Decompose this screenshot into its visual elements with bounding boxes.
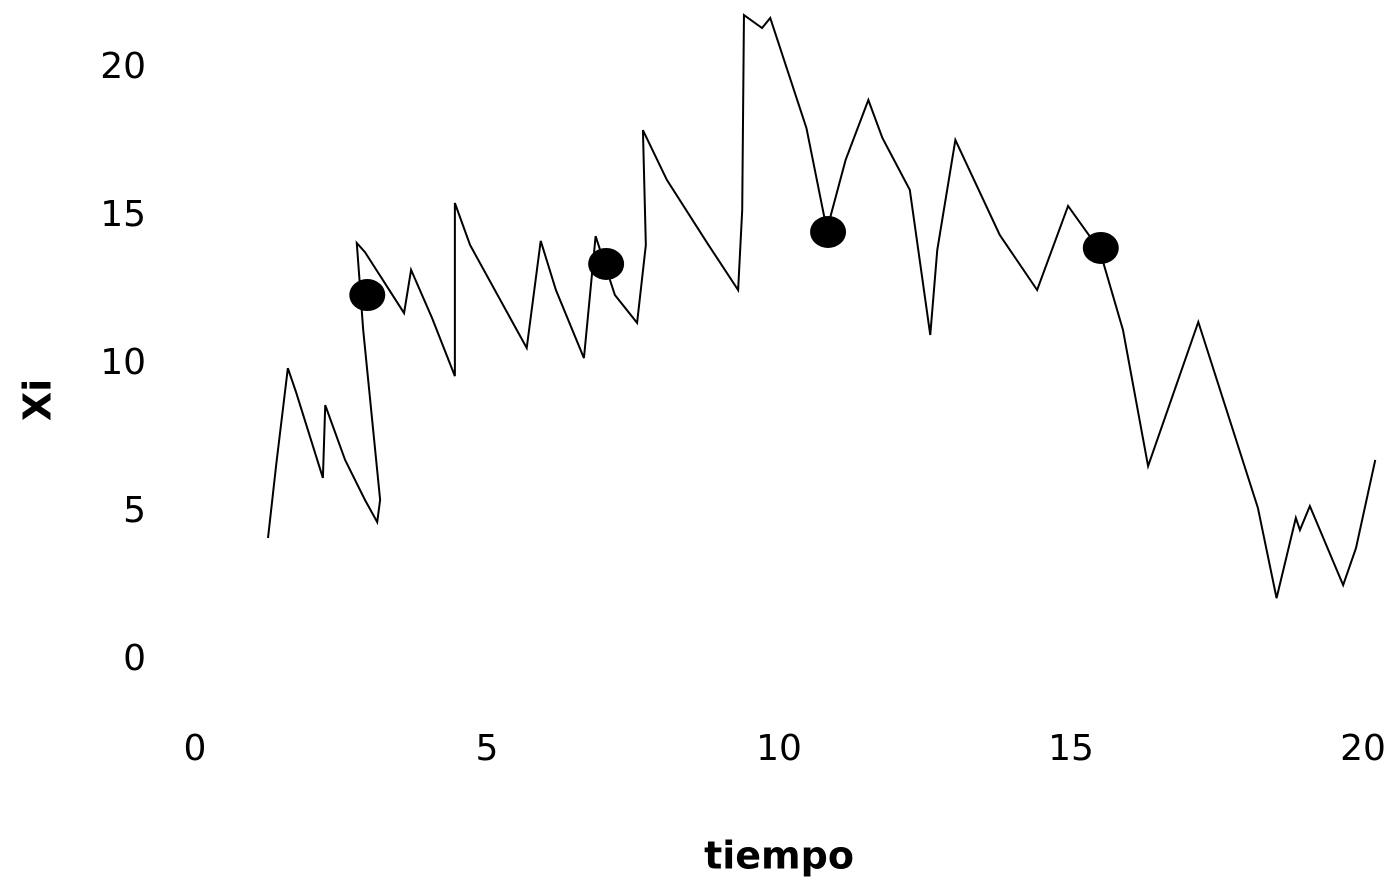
- line: [267, 13, 1377, 599]
- point: [588, 247, 625, 280]
- y-tick-label: 0: [123, 638, 146, 679]
- y-tick-label: 15: [100, 194, 146, 235]
- point: [349, 279, 386, 312]
- x-tick-label: 10: [756, 728, 802, 769]
- x-tick-label: 20: [1340, 728, 1386, 769]
- x-tick-label: 5: [476, 728, 499, 769]
- point: [1082, 231, 1119, 264]
- y-axis-title: Xi: [16, 379, 60, 421]
- y-tick-label: 5: [123, 490, 146, 531]
- x-axis-title: tiempo: [704, 834, 854, 878]
- point: [810, 215, 847, 248]
- y-tick-label: 10: [100, 342, 146, 383]
- y-tick-label: 20: [100, 46, 146, 87]
- x-tick-label: 0: [184, 728, 207, 769]
- x-tick-label: 15: [1048, 728, 1094, 769]
